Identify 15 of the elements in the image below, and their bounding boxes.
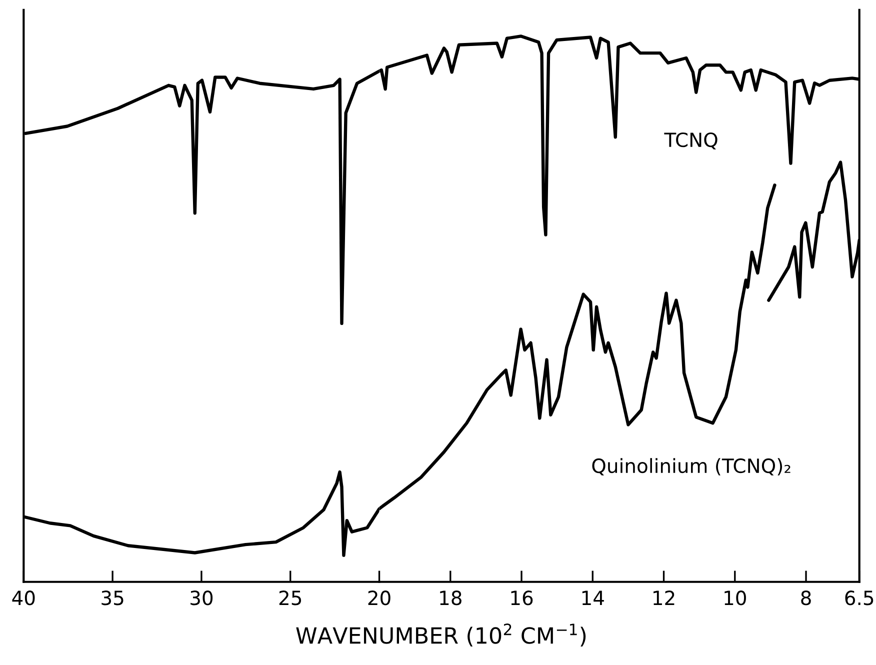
x-tick-label: 25 [279,590,302,606]
text: Quinolinium (TCNQ)₂ [592,458,790,476]
x-axis-title: WAVENUMBER (10$^{2}$ CM$^{−1}$) [296,624,586,647]
x-tick-label: 16 [511,590,533,606]
x-tick-label: 40 [12,590,35,606]
x-tick-label: 18 [440,590,462,606]
x-tick-label: 14 [582,590,604,605]
x-tick-label: 12 [654,590,674,605]
x-tick-label: 8 [801,590,811,606]
x-tick-label: 6.5 [845,590,874,606]
x-tick-label: 20 [368,590,390,606]
text: TCNQ [664,132,718,150]
x-tick-label: 30 [190,590,213,606]
x-tick-label: 10 [724,590,746,606]
x-tick-label: 35 [102,590,124,606]
